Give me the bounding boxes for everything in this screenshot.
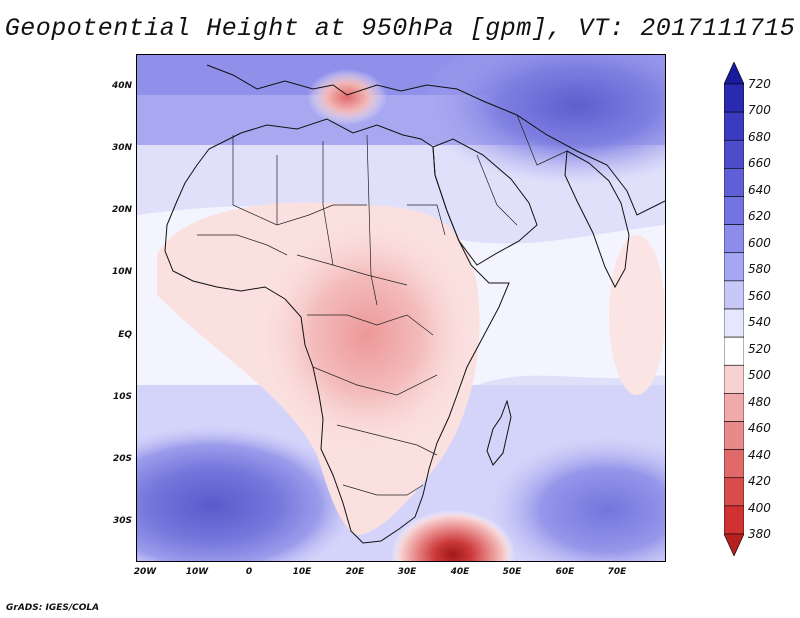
colorbar-bottom-arrow (724, 533, 744, 556)
colorbar-label: 680 (748, 129, 771, 144)
lat-label-40n: 40N (111, 81, 132, 91)
lon-label-60e: 60E (555, 567, 575, 577)
indian-ocean-high (487, 435, 665, 561)
colorbar-segment (724, 196, 744, 225)
lat-label-10n: 10N (111, 267, 132, 277)
lat-label-20n: 20N (111, 205, 132, 215)
contour-map (137, 55, 665, 561)
colorbar-label: 520 (748, 341, 771, 356)
colorbar-segment (724, 83, 744, 113)
colorbar-segment (724, 364, 744, 394)
colorbar (724, 62, 744, 556)
central-africa-low (257, 215, 477, 455)
colorbar-label: 400 (748, 500, 771, 515)
colorbar-segment (724, 477, 744, 507)
colorbar-segment (724, 449, 744, 479)
colorbar-label: 600 (748, 235, 771, 250)
coastlines (164, 64, 665, 544)
lat-label-20s: 20S (112, 454, 132, 464)
lat-label-30n: 30N (111, 143, 132, 153)
map-panel (136, 54, 666, 562)
colorbar-label: 580 (748, 262, 771, 277)
lon-label-30e: 30E (397, 567, 417, 577)
colorbar-segment (724, 224, 744, 254)
colorbar-segment (724, 111, 744, 141)
colorbar-label: 560 (748, 288, 771, 303)
colorbar-label: 480 (748, 394, 771, 409)
colorbar-label: 500 (748, 368, 771, 383)
colorbar-segment (724, 168, 744, 197)
country-borders (197, 114, 568, 496)
indian-ocean-pink-patch (609, 235, 665, 395)
colorbar-label: 720 (748, 77, 771, 91)
colorbar-segment (724, 393, 744, 422)
colorbar-segment (724, 308, 744, 338)
map-title: Geopotential Height at 950hPa [gpm], VT:… (4, 14, 796, 43)
colorbar-segment (724, 336, 744, 366)
lat-label-30s: 30S (112, 516, 132, 526)
colorbar-label: 660 (748, 156, 771, 171)
lon-label-10w: 10W (185, 567, 209, 577)
colorbar-segment (724, 139, 744, 169)
colorbar-label: 460 (748, 421, 771, 436)
lon-label-0: 0 (245, 567, 253, 577)
southern-ocean-low (391, 510, 515, 561)
grads-credit: GrADS: IGES/COLA (6, 603, 100, 613)
colorbar-label: 700 (748, 103, 771, 118)
colorbar-label: 540 (748, 315, 771, 330)
lon-label-40e: 40E (450, 567, 470, 577)
colorbar-label: 640 (748, 182, 771, 197)
south-atlantic-high (137, 425, 357, 561)
colorbar-segment (724, 280, 744, 310)
lon-label-20e: 20E (345, 567, 365, 577)
colorbar-segment (724, 505, 744, 535)
colorbar-segment (724, 421, 744, 450)
india-coastline (564, 150, 630, 289)
madagascar-coastline (486, 399, 512, 466)
mediterranean-low (307, 69, 387, 125)
lon-label-10e: 10E (292, 567, 312, 577)
lon-label-70e: 70E (607, 567, 627, 577)
arabia-coastline (432, 138, 538, 266)
lat-label-10s: 10S (112, 392, 132, 402)
colorbar-label: 620 (748, 209, 771, 224)
eurasia-coastline (206, 64, 665, 216)
colorbar-label: 420 (748, 474, 771, 489)
lat-label-eq: EQ (118, 330, 132, 340)
lon-label-50e: 50E (502, 567, 522, 577)
colorbar-top-arrow (724, 62, 744, 85)
lon-label-20w: 20W (133, 567, 157, 577)
colorbar-label: 440 (748, 447, 771, 462)
colorbar-label: 380 (748, 527, 771, 541)
colorbar-segment (724, 252, 744, 282)
africa-coastline (164, 118, 510, 544)
